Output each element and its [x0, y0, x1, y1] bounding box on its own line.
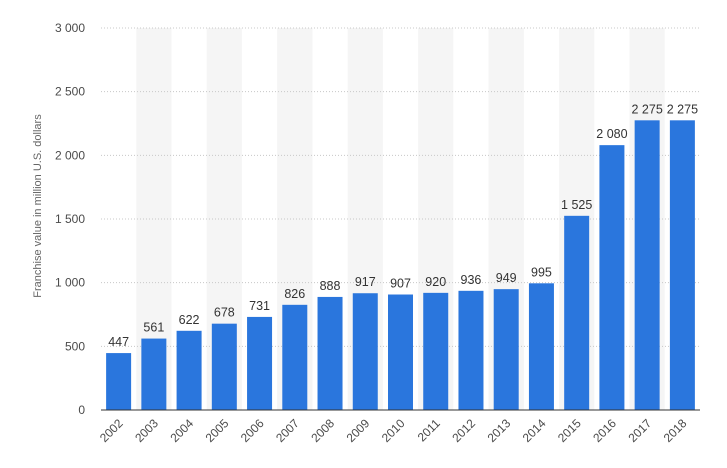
x-tick-label: 2015	[555, 416, 584, 445]
data-label: 2 080	[596, 127, 627, 141]
data-label: 920	[425, 275, 446, 289]
bar	[388, 294, 413, 410]
x-tick-label: 2008	[308, 416, 337, 445]
bar	[669, 120, 695, 411]
x-tick-label: 2003	[132, 416, 161, 445]
x-tick-label: 2011	[415, 416, 443, 444]
y-tick-label: 3 000	[55, 21, 85, 35]
data-label: 949	[496, 271, 517, 285]
data-label: 678	[214, 306, 235, 320]
y-tick-label: 1 500	[55, 212, 85, 226]
bar	[493, 289, 519, 410]
bar	[247, 316, 273, 410]
data-label: 2 275	[632, 102, 663, 116]
y-tick-label: 500	[65, 339, 85, 353]
data-label: 1 525	[561, 198, 592, 212]
data-label: 561	[143, 321, 164, 335]
x-tick-label: 2012	[449, 416, 478, 445]
data-label: 907	[390, 277, 411, 291]
bar	[634, 120, 660, 411]
bar	[211, 323, 237, 410]
x-tick-label: 2013	[485, 416, 514, 445]
data-label: 888	[320, 279, 341, 293]
x-tick-label: 2017	[625, 416, 654, 445]
bar	[528, 283, 554, 410]
data-label: 622	[179, 313, 200, 327]
bar	[458, 290, 484, 410]
data-label: 447	[108, 335, 129, 349]
x-tick-label: 2016	[590, 416, 619, 445]
x-tick-label: 2005	[203, 416, 232, 445]
x-tick-label: 2004	[167, 416, 196, 445]
x-tick-label: 2006	[238, 416, 267, 445]
data-label: 2 275	[667, 102, 698, 116]
data-label: 731	[249, 299, 270, 313]
bar	[317, 296, 343, 410]
y-tick-label: 1 000	[55, 276, 85, 290]
x-tick-label: 2018	[661, 416, 690, 445]
bar	[564, 215, 590, 410]
bar	[352, 293, 378, 410]
x-tick-label: 2009	[344, 416, 373, 445]
y-tick-label: 2 500	[55, 85, 85, 99]
x-tick-label: 2007	[273, 416, 302, 445]
data-label: 826	[284, 287, 305, 301]
bar	[599, 145, 625, 410]
x-tick-label: 2014	[520, 416, 549, 445]
bar	[141, 338, 167, 410]
x-tick-label: 2010	[379, 416, 408, 445]
data-label: 995	[531, 265, 552, 279]
bar	[423, 292, 449, 410]
data-label: 917	[355, 275, 376, 289]
bar	[176, 330, 202, 410]
data-label: 936	[461, 273, 482, 287]
x-tick-label: 2002	[97, 416, 126, 445]
bar	[106, 353, 132, 410]
bar	[282, 304, 308, 410]
y-tick-label: 0	[78, 403, 85, 417]
y-tick-label: 2 000	[55, 148, 85, 162]
